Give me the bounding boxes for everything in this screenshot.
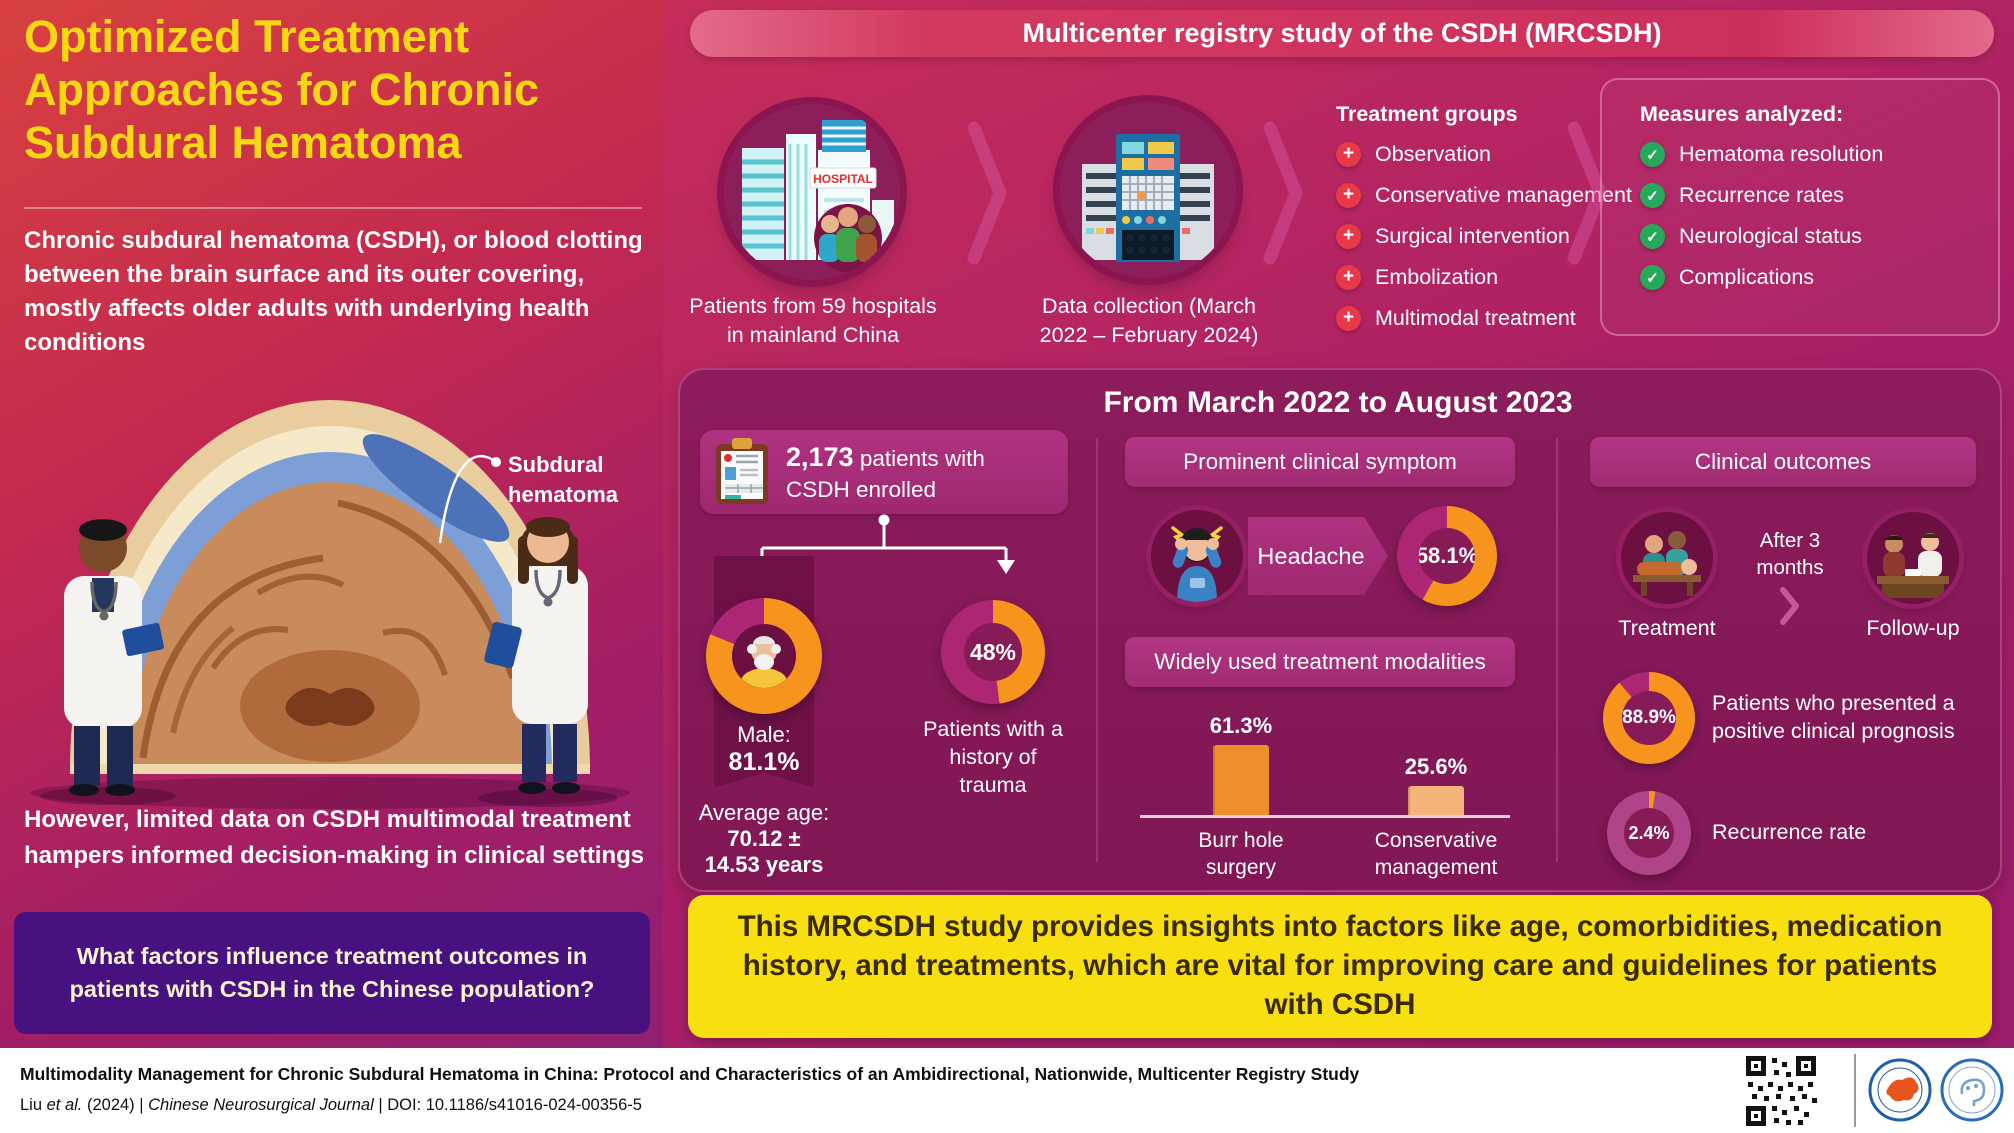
footer-background xyxy=(0,1048,2014,1133)
list-item: Observation xyxy=(1336,142,1491,167)
hospital-icon: HOSPITAL xyxy=(724,104,900,280)
list-item: Surgical intervention xyxy=(1336,224,1570,249)
data-collection-caption: Data collection (March 2022 – February 2… xyxy=(1039,294,1259,348)
doctor-male-figure xyxy=(40,519,176,805)
outcomes-heading-box: Clinical outcomes xyxy=(1590,437,1976,487)
study-header-title: Multicenter registry study of the CSDH (… xyxy=(1022,18,1662,48)
bar-chart-baseline xyxy=(1140,815,1510,818)
measures-heading: Measures analyzed: xyxy=(1640,102,1844,126)
check-icon xyxy=(1640,265,1665,290)
prognosis-label: Patients who presented a positive clinic… xyxy=(1712,691,1955,743)
list-item: Hematoma resolution xyxy=(1640,142,1883,167)
bar-category-label: Burr hole surgery xyxy=(1198,829,1284,879)
check-icon xyxy=(1640,183,1665,208)
list-item: Recurrence rates xyxy=(1640,183,1844,208)
citation-line: Liu et al. (2024) | Chinese Neurosurgica… xyxy=(20,1096,642,1114)
recurrence-donut-chart: 2.4% xyxy=(1607,791,1691,875)
bar-value-label: 25.6% xyxy=(1404,754,1468,779)
clipboard-icon xyxy=(716,438,768,504)
bar-value-label: 61.3% xyxy=(1209,713,1273,738)
hospitals-caption: Patients from 59 hospitals in mainland C… xyxy=(689,294,937,348)
treatment-surgery-icon xyxy=(1621,512,1713,604)
limitation-paragraph: However, limited data on CSDH multimodal… xyxy=(24,806,645,869)
society-logo-neurosurgical xyxy=(1940,1058,2004,1122)
elderly-man-icon xyxy=(740,636,788,688)
list-item: Neurological status xyxy=(1640,224,1862,249)
after-months-label: After 3 months xyxy=(1756,529,1824,579)
conclusion-text: This MRCSDH study provides insights into… xyxy=(737,910,1943,1021)
treatment-caption: Treatment xyxy=(1618,616,1716,640)
headache-arrow-tag: Headache xyxy=(1248,517,1388,595)
trauma-label: Patients with a history of trauma xyxy=(923,717,1063,797)
symptom-heading-box: Prominent clinical symptom xyxy=(1125,437,1515,487)
modalities-bar-chart: 61.3% 25.6% xyxy=(1125,699,1515,818)
list-item: Embolization xyxy=(1336,265,1498,290)
research-question-box: What factors influence treatment outcome… xyxy=(14,912,650,1034)
page-title: Optimized Treatment Approaches for Chron… xyxy=(24,11,540,169)
chevron-separator-icon xyxy=(967,121,1007,265)
measures-panel xyxy=(1600,78,2000,336)
bar-category-label: Conservative management xyxy=(1374,829,1498,879)
small-chevron-icon xyxy=(1780,587,1799,625)
bar-burr-hole xyxy=(1213,745,1269,815)
hospital-sign-text: HOSPITAL xyxy=(813,172,873,186)
recurrence-label: Recurrence rate xyxy=(1712,820,1867,844)
list-item: Conservative management xyxy=(1336,183,1632,208)
plus-icon xyxy=(1336,306,1361,331)
subdural-hematoma-label: Subdural hematoma xyxy=(508,452,619,507)
title-divider xyxy=(24,207,642,209)
male-donut-chart xyxy=(706,598,822,714)
enrolled-box: 2,173 patients with CSDH enrolled xyxy=(700,430,1068,514)
qr-code xyxy=(1742,1052,1820,1130)
plus-icon xyxy=(1336,265,1361,290)
trauma-donut-chart: 48% xyxy=(941,600,1045,704)
enrolled-text: 2,173 patients with CSDH enrolled xyxy=(786,441,985,502)
plus-icon xyxy=(1336,142,1361,167)
chevron-separator-icon xyxy=(1263,121,1303,265)
average-age-block: Average age: 70.12 ± 14.53 years xyxy=(698,800,830,877)
headache-icon xyxy=(1151,510,1243,602)
male-label-block: Male: 81.1% xyxy=(728,722,800,776)
data-collection-icon xyxy=(1060,102,1236,278)
modalities-heading-box: Widely used treatment modalities xyxy=(1125,637,1515,687)
study-header-banner: Multicenter registry study of the CSDH (… xyxy=(690,10,1994,57)
citation-title: Multimodality Management for Chronic Sub… xyxy=(20,1064,1360,1084)
society-logo-china xyxy=(1868,1058,1932,1122)
plus-icon xyxy=(1336,183,1361,208)
chevron-separator-icon xyxy=(1567,121,1607,265)
doctor-female-figure xyxy=(478,517,618,807)
list-item: Complications xyxy=(1640,265,1814,290)
brain-illustration xyxy=(30,400,630,809)
footer-divider xyxy=(1854,1054,1856,1127)
follow-up-icon xyxy=(1867,512,1959,604)
column-divider xyxy=(1556,438,1558,862)
check-icon xyxy=(1640,142,1665,167)
column-divider xyxy=(1096,438,1098,862)
check-icon xyxy=(1640,224,1665,249)
results-panel-title: From March 2022 to August 2023 xyxy=(1103,386,1573,419)
bar-conservative xyxy=(1408,786,1464,815)
list-item: Multimodal treatment xyxy=(1336,306,1576,331)
plus-icon xyxy=(1336,224,1361,249)
headache-donut-chart: 58.1% xyxy=(1397,506,1497,606)
intro-paragraph: Chronic subdural hematoma (CSDH), or blo… xyxy=(24,227,643,357)
treatment-groups-heading: Treatment groups xyxy=(1336,102,1518,126)
research-question-text: What factors influence treatment outcome… xyxy=(69,943,595,1002)
conclusion-banner: This MRCSDH study provides insights into… xyxy=(688,895,1992,1038)
follow-up-caption: Follow-up xyxy=(1866,616,1960,640)
prognosis-donut-chart: 88.9% xyxy=(1603,672,1695,764)
